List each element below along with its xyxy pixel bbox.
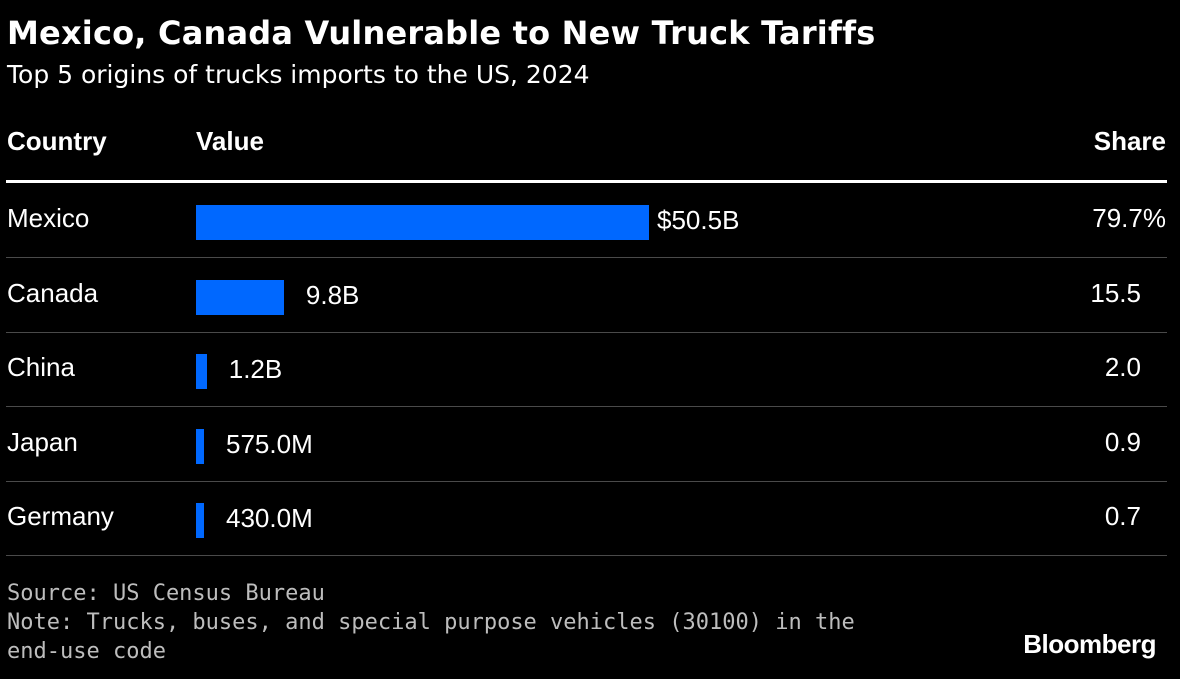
footnote: Note: Trucks, buses, and special purpose… — [7, 610, 855, 664]
value-label: $50.5B — [657, 205, 740, 235]
table-row: China 1.2B 2.0 — [0, 332, 1180, 407]
table-row: Germany 430.0M 0.7 — [0, 481, 1180, 556]
table-row: Canada 9.8B 15.5 — [0, 258, 1180, 333]
header-share: Share — [1093, 126, 1166, 156]
row-divider — [6, 406, 1167, 407]
value-bar — [196, 428, 204, 464]
row-divider — [6, 257, 1167, 258]
country-label: Mexico — [7, 203, 90, 233]
country-label: Canada — [7, 277, 99, 308]
header-value: Value — [196, 126, 264, 156]
value-label: 575.0M — [226, 428, 313, 459]
country-label: China — [7, 352, 75, 382]
share-value: 15.5 — [1090, 277, 1141, 308]
row-divider — [6, 480, 1167, 482]
country-label: Japan — [7, 426, 78, 457]
value-label: 1.2B — [228, 354, 283, 384]
share-value: 0.7 — [1104, 501, 1141, 531]
bloomberg-logo: Bloomberg — [1023, 629, 1156, 659]
row-divider — [6, 331, 1167, 333]
source-note: Source: US Census Bureau — [7, 581, 325, 606]
share-value: 0.9 — [1104, 426, 1141, 457]
value-label: 430.0M — [226, 503, 313, 533]
value-label: 9.8B — [305, 279, 360, 310]
table-row: Japan 575.0M 0.9 — [0, 407, 1180, 482]
value-bar — [196, 279, 284, 315]
country-label: Germany — [7, 501, 114, 531]
chart-title: Mexico, Canada Vulnerable to New Truck T… — [7, 14, 876, 52]
share-value: 2.0 — [1104, 352, 1141, 382]
share-value: 79.7% — [1092, 203, 1166, 233]
table-row: Mexico $50.5B 79.7% — [0, 183, 1180, 258]
footnotes: Source: US Census Bureau Note: Trucks, b… — [7, 579, 887, 666]
value-bar — [196, 503, 204, 538]
value-bar — [196, 205, 649, 240]
header-divider — [6, 180, 1167, 183]
chart-subtitle: Top 5 origins of trucks imports to the U… — [7, 60, 590, 89]
row-divider — [6, 555, 1167, 556]
value-bar — [196, 354, 207, 389]
header-country: Country — [7, 126, 107, 156]
